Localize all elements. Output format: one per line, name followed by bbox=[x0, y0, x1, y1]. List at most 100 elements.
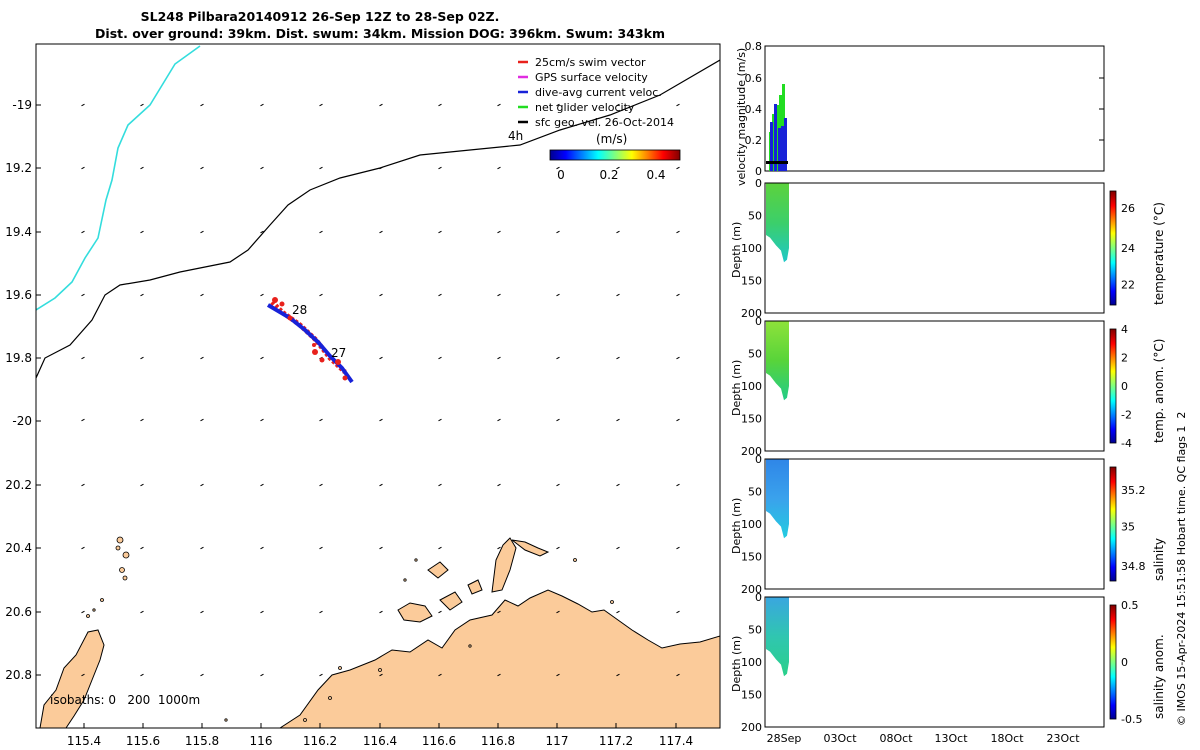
section-data bbox=[766, 459, 789, 539]
velocity-arrow bbox=[319, 483, 323, 487]
depth-ylabel: Depth (m) bbox=[730, 498, 743, 554]
velocity-arrow bbox=[497, 546, 501, 550]
current-velocity-bar bbox=[781, 126, 784, 171]
velocity-arrow bbox=[140, 483, 144, 487]
velocity-arrow bbox=[497, 610, 501, 614]
depth-tick-label: 0 bbox=[755, 177, 762, 190]
velocity-arrow bbox=[438, 230, 442, 234]
velocity-arrow bbox=[140, 293, 144, 297]
velocity-arrow bbox=[616, 610, 620, 614]
colorbar-ticks: 0 0.2 0.4 bbox=[557, 168, 665, 182]
velocity-arrow bbox=[438, 166, 442, 170]
depth-tick-label: 50 bbox=[748, 210, 762, 223]
credit-text: © IMOS 15-Apr-2024 15:51:58 Hobart time.… bbox=[1175, 412, 1188, 726]
time-tick-label: 03Oct bbox=[823, 732, 857, 745]
island-west bbox=[39, 629, 105, 728]
colorbar-tick-label: 26 bbox=[1121, 202, 1135, 215]
velocity-arrow bbox=[200, 673, 204, 677]
velocity-arrow bbox=[379, 103, 383, 107]
legend-label: dive-avg current veloc. bbox=[535, 86, 662, 99]
depth-tick-label: 200 bbox=[741, 307, 762, 320]
lat-tick-label: 19.8 bbox=[5, 351, 32, 365]
velocity-ytick-label: 0 bbox=[755, 165, 762, 178]
velocity-arrow bbox=[676, 356, 680, 360]
velocity-arrow bbox=[438, 103, 442, 107]
depth-tick-label: 50 bbox=[748, 486, 762, 499]
depth-panel-frame bbox=[764, 320, 1105, 452]
colorbar-tick-label: 0.4 bbox=[646, 168, 665, 182]
lon-tick-label: 115.6 bbox=[126, 734, 160, 748]
depth-tick-label: 0 bbox=[755, 591, 762, 604]
velocity-ytick-label: 0.4 bbox=[745, 103, 763, 116]
velocity-arrow bbox=[260, 546, 264, 550]
velocity-arrow bbox=[379, 356, 383, 360]
current-velocity-bar bbox=[778, 128, 781, 171]
colorbar-tick-label: 0 bbox=[1121, 380, 1128, 393]
depth-panel-frame bbox=[764, 182, 1105, 314]
velocity-arrow bbox=[260, 483, 264, 487]
velocity-arrow bbox=[438, 483, 442, 487]
velocity-arrow bbox=[497, 103, 501, 107]
velocity-arrow bbox=[140, 230, 144, 234]
depth-ylabel: Depth (m) bbox=[730, 222, 743, 278]
velocity-arrow bbox=[379, 546, 383, 550]
map-frame bbox=[35, 43, 721, 729]
time-tick-label: 18Oct bbox=[990, 732, 1024, 745]
net-velocity-bar bbox=[776, 105, 779, 171]
island-mid-1 bbox=[397, 602, 433, 623]
island-thin bbox=[511, 539, 550, 557]
velocity-arrow bbox=[319, 166, 323, 170]
velocity-arrow bbox=[81, 546, 85, 550]
velocity-arrow bbox=[260, 230, 264, 234]
mainland-coast bbox=[279, 589, 720, 728]
depth-panel-frame bbox=[764, 458, 1105, 590]
current-velocity-bar bbox=[784, 118, 787, 171]
velocity-arrow bbox=[556, 103, 560, 107]
velocity-arrow bbox=[616, 673, 620, 677]
velocity-arrow bbox=[497, 166, 501, 170]
velocity-panel: 0 0.2 0.4 0.6 0.8 velocity magnitude (m/s) bbox=[735, 40, 1105, 186]
lon-tick-label: 116 bbox=[250, 734, 273, 748]
colorbar-label: salinity anom. bbox=[1152, 634, 1166, 719]
velocity-arrow bbox=[556, 483, 560, 487]
velocity-ytick-label: 0.8 bbox=[745, 40, 763, 53]
velocity-arrow bbox=[140, 166, 144, 170]
velocity-arrow bbox=[497, 673, 501, 677]
velocity-yticks: 0 0.2 0.4 0.6 0.8 bbox=[745, 40, 1104, 178]
velocity-arrow bbox=[616, 166, 620, 170]
depth-tick-label: 150 bbox=[741, 275, 762, 288]
depth-tick-label: 0 bbox=[755, 453, 762, 466]
lat-tick-label: 19.2 bbox=[5, 161, 32, 175]
lat-tick-label: -19 bbox=[12, 98, 32, 112]
velocity-arrow bbox=[676, 546, 680, 550]
velocity-arrow bbox=[140, 103, 144, 107]
velocity-arrow bbox=[379, 483, 383, 487]
velocity-arrow bbox=[140, 610, 144, 614]
depth-panel: 0 50 100 150 200 Depth (m) 4 2 0 -2 -4 temp. anom. … bbox=[730, 315, 1166, 458]
lat-tick-label: -20 bbox=[12, 414, 32, 428]
island-north bbox=[491, 537, 517, 593]
velocity-arrow bbox=[260, 293, 264, 297]
velocity-arrow bbox=[676, 103, 680, 107]
track-label-27: 27 bbox=[331, 346, 346, 360]
legend-label: 25cm/s swim vector bbox=[535, 56, 646, 69]
velocity-arrow bbox=[616, 418, 620, 422]
velocity-arrow bbox=[438, 356, 442, 360]
velocity-arrow bbox=[260, 103, 264, 107]
velocity-arrow bbox=[616, 230, 620, 234]
lat-tick-label: 20.6 bbox=[5, 605, 32, 619]
time-tick-label: 23Oct bbox=[1046, 732, 1080, 745]
colorbar-tick-label: 24 bbox=[1121, 242, 1135, 255]
velocity-arrow bbox=[140, 546, 144, 550]
colorbar-tick-label: 0.2 bbox=[599, 168, 618, 182]
velocity-frame bbox=[764, 45, 1105, 172]
time-tick-label: 08Oct bbox=[879, 732, 913, 745]
colorbar-tick-label: 34.8 bbox=[1121, 560, 1146, 573]
velocity-arrow bbox=[556, 610, 560, 614]
depth-tick-label: 150 bbox=[741, 413, 762, 426]
velocity-arrow bbox=[319, 230, 323, 234]
lat-tick-label: 20.4 bbox=[5, 541, 32, 555]
plot-title-line-1: SL248 Pilbara20140912 26-Sep 12Z to 28-S… bbox=[140, 9, 500, 24]
lon-tick-label: 116.6 bbox=[422, 734, 456, 748]
